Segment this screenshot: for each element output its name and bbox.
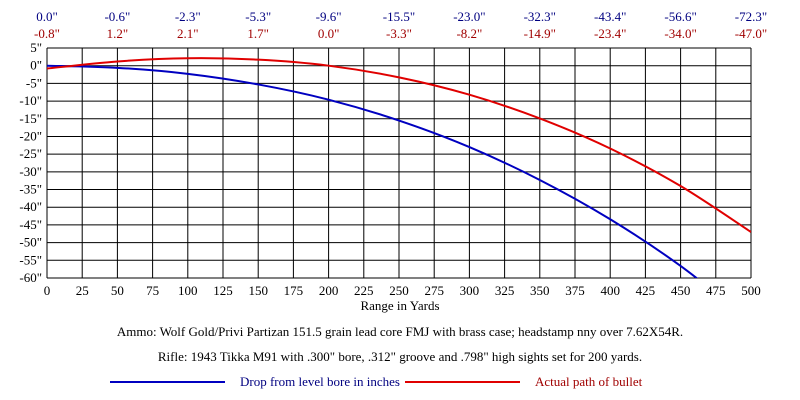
- x-tick-label: 425: [636, 283, 656, 298]
- y-tick-label: 5": [30, 40, 42, 55]
- value-label-drop: -9.6": [316, 9, 342, 24]
- x-tick-label: 300: [460, 283, 480, 298]
- y-tick-label: -45": [19, 217, 42, 232]
- x-tick-label: 175: [284, 283, 304, 298]
- value-label-drop: -72.3": [735, 9, 767, 24]
- y-tick-label: -55": [19, 252, 42, 267]
- y-tick-label: -5": [26, 75, 42, 90]
- y-tick-label: -60": [19, 270, 42, 285]
- value-label-path: 1.7": [247, 26, 269, 41]
- y-tick-label: -50": [19, 235, 42, 250]
- x-tick-label: 350: [530, 283, 550, 298]
- value-label-drop: -23.0": [453, 9, 485, 24]
- value-label-drop: -2.3": [175, 9, 201, 24]
- x-tick-label: 400: [600, 283, 620, 298]
- y-tick-label: -20": [19, 128, 42, 143]
- value-label-drop: -5.3": [245, 9, 271, 24]
- x-tick-label: 475: [706, 283, 726, 298]
- x-tick-label: 150: [248, 283, 268, 298]
- value-label-path: 1.2": [107, 26, 129, 41]
- value-label-path: 0.0": [318, 26, 340, 41]
- value-label-drop: -15.5": [383, 9, 415, 24]
- value-label-path: -34.0": [664, 26, 696, 41]
- value-label-path: -0.8": [34, 26, 60, 41]
- value-label-path: -23.4": [594, 26, 626, 41]
- y-tick-label: -40": [19, 199, 42, 214]
- x-tick-label: 250: [389, 283, 409, 298]
- value-label-path: -8.2": [456, 26, 482, 41]
- series-line-path: [47, 57, 751, 233]
- x-axis-label: Range in Yards: [360, 298, 439, 313]
- value-label-drop: -32.3": [524, 9, 556, 24]
- y-tick-label: -10": [19, 93, 42, 108]
- y-tick-label: -35": [19, 182, 42, 197]
- series-line-drop: [47, 64, 699, 278]
- x-tick-label: 50: [111, 283, 124, 298]
- x-tick-label: 25: [76, 283, 89, 298]
- legend-label: Actual path of bullet: [535, 374, 643, 389]
- y-tick-label: 0": [30, 58, 42, 73]
- value-label-path: -3.3": [386, 26, 412, 41]
- value-label-path: -14.9": [524, 26, 556, 41]
- x-tick-label: 225: [354, 283, 374, 298]
- value-label-drop: 0.0": [36, 9, 58, 24]
- x-tick-label: 450: [671, 283, 691, 298]
- value-label-drop: -43.4": [594, 9, 626, 24]
- value-label-drop: -56.6": [664, 9, 696, 24]
- value-label-path: 2.1": [177, 26, 199, 41]
- x-tick-label: 500: [741, 283, 761, 298]
- x-tick-label: 275: [424, 283, 444, 298]
- y-tick-label: -25": [19, 146, 42, 161]
- y-tick-label: -15": [19, 111, 42, 126]
- x-tick-label: 325: [495, 283, 515, 298]
- ammo-note: Ammo: Wolf Gold/Privi Partizan 151.5 gra…: [116, 324, 684, 339]
- x-tick-label: 100: [178, 283, 198, 298]
- x-tick-label: 200: [319, 283, 339, 298]
- x-tick-label: 75: [146, 283, 159, 298]
- x-tick-label: 125: [213, 283, 233, 298]
- value-label-drop: -0.6": [104, 9, 130, 24]
- value-label-path: -47.0": [735, 26, 767, 41]
- rifle-note: Rifle: 1943 Tikka M91 with .300" bore, .…: [157, 349, 643, 364]
- x-tick-label: 375: [565, 283, 585, 298]
- x-tick-label: 0: [44, 283, 51, 298]
- legend-label: Drop from level bore in inches: [240, 374, 400, 389]
- y-tick-label: -30": [19, 164, 42, 179]
